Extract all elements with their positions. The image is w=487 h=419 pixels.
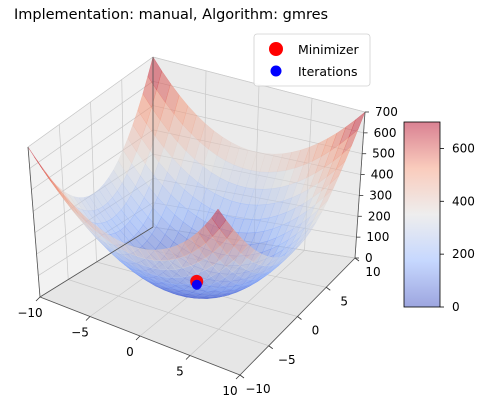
legend: Minimizer Iterations bbox=[253, 33, 371, 87]
grid-left-z bbox=[31, 105, 154, 191]
y-tick-label: −10 bbox=[245, 382, 270, 396]
y-tick-mark bbox=[268, 345, 273, 350]
grid-floor-y bbox=[68, 279, 269, 347]
x-tick-mark bbox=[135, 335, 141, 341]
y-tick-mark bbox=[239, 374, 245, 379]
x-tick-mark bbox=[35, 296, 41, 302]
grid-left-y bbox=[58, 124, 69, 280]
colorbar-fill bbox=[404, 122, 440, 307]
axis-edge bbox=[354, 111, 366, 259]
z-tick-label: 0 bbox=[365, 251, 373, 265]
y-tick-label: 5 bbox=[340, 294, 348, 308]
surface-patch bbox=[211, 208, 227, 230]
legend-minimizer-marker bbox=[269, 42, 283, 56]
z-tick-label: 200 bbox=[368, 209, 391, 223]
x-tick-label: 10 bbox=[222, 384, 237, 398]
colorbar-tick-label: 200 bbox=[452, 247, 475, 261]
x-tick-mark bbox=[185, 355, 191, 360]
z-tick-label: 400 bbox=[371, 168, 394, 182]
x-tick-mark bbox=[85, 316, 91, 321]
z-tick-label: 700 bbox=[375, 105, 398, 119]
z-tick-label: 300 bbox=[369, 188, 392, 202]
legend-box bbox=[253, 33, 371, 87]
chart-title: Implementation: manual, Algorithm: gmres bbox=[14, 7, 329, 23]
axis-edge bbox=[39, 226, 154, 298]
colorbar-tick-label: 600 bbox=[452, 141, 475, 155]
colorbar-ticks: 0 200 400 600 bbox=[440, 141, 475, 314]
colorbar-frame bbox=[403, 121, 441, 308]
axis-edge bbox=[27, 146, 41, 298]
grid-left-z bbox=[29, 80, 154, 169]
y-tick-label: 0 bbox=[312, 324, 320, 338]
x-tick-label: −10 bbox=[17, 306, 42, 320]
grid-left-z bbox=[27, 56, 154, 148]
y-tick-mark bbox=[354, 257, 360, 262]
y-tick-label: 10 bbox=[365, 265, 380, 279]
legend-minimizer-label: Minimizer bbox=[298, 42, 360, 57]
y-tick-mark bbox=[326, 286, 331, 291]
x-tick-label: 0 bbox=[126, 345, 134, 359]
z-tick-label: 500 bbox=[372, 147, 395, 161]
y-tick-label: −5 bbox=[278, 353, 296, 367]
iteration-point bbox=[191, 279, 202, 290]
legend-iterations-label: Iterations bbox=[298, 64, 358, 79]
colorbar-tick-label: 0 bbox=[452, 300, 460, 314]
z-tick-label: 100 bbox=[366, 230, 389, 244]
surface-mesh bbox=[27, 56, 366, 299]
x-tick-label: −5 bbox=[71, 326, 89, 340]
legend-iterations-marker bbox=[270, 65, 282, 77]
x-tick-label: 5 bbox=[176, 365, 184, 379]
colorbar-tick-label: 400 bbox=[452, 194, 475, 208]
y-tick-mark bbox=[297, 316, 302, 320]
grid-back-z bbox=[152, 80, 364, 134]
x-tick-mark bbox=[235, 374, 241, 380]
z-tick-label: 600 bbox=[374, 126, 397, 140]
colorbar: 0 200 400 600 bbox=[403, 121, 475, 314]
